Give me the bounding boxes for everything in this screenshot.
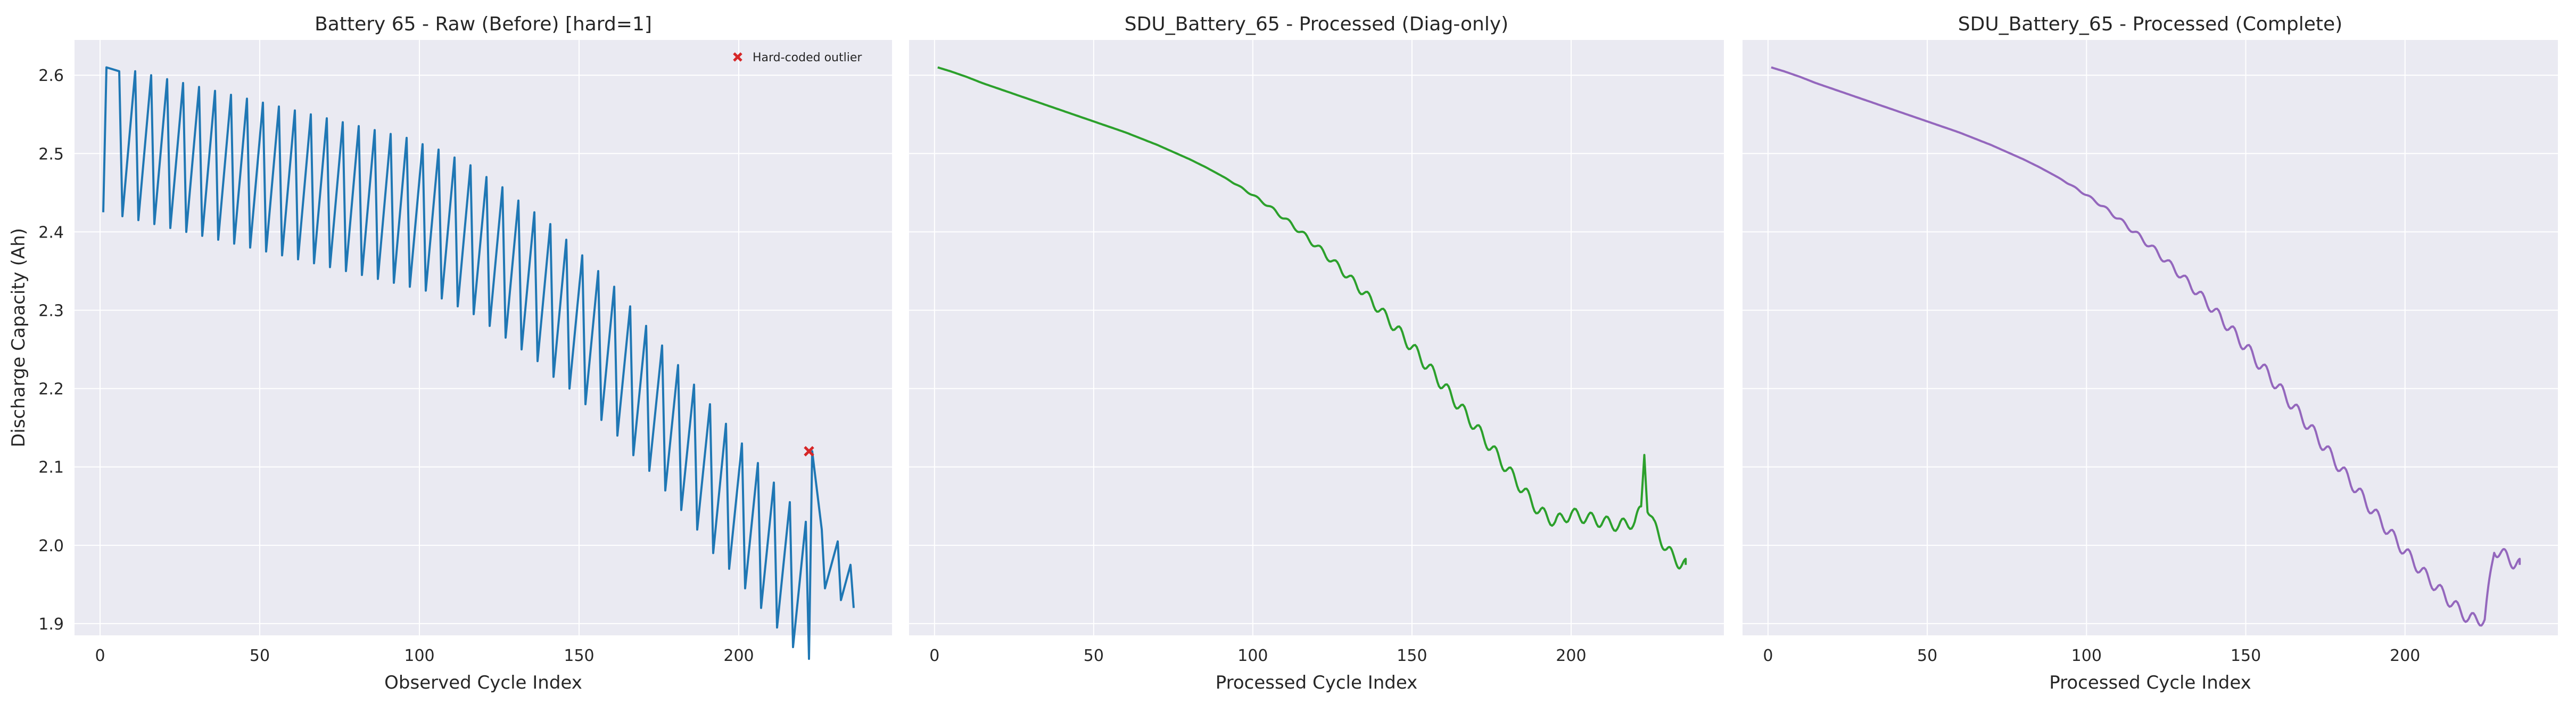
x-axis-label: Observed Cycle Index [384,672,582,693]
subplot-raw-before: 0 50 100 150 200 1.9 2.0 2.1 2.2 2.3 2.4 2.5 2.6 Hard… [8,13,892,693]
subplot-title: Battery 65 - Raw (Before) [hard=1] [315,13,652,35]
outlier-marker [804,446,814,457]
y-tick-label: 2.4 [38,223,64,242]
x-tick-label: 200 [2390,647,2420,665]
x-tick-label: 0 [1763,647,1773,665]
subplot-title: SDU_Battery_65 - Processed (Complete) [1958,13,2342,35]
x-axis-label: Processed Cycle Index [1216,672,1418,693]
x-tick-label: 150 [1397,647,1427,665]
series-line [937,66,1687,570]
subplot-processed-diag-only: 0 50 100 150 200 SDU_Battery_65 - Processed (… [909,13,1724,693]
y-tick-label: 2.0 [38,537,64,555]
y-axis-label: Discharge Capacity (Ah) [8,228,29,447]
x-tick-label: 150 [2231,647,2261,665]
x-tick-label: 100 [404,647,434,665]
y-tick-label: 2.1 [38,459,64,477]
series-line [1771,66,2521,627]
gridlines [909,40,1724,635]
legend-label: Hard-coded outlier [753,51,862,64]
x-tick-label: 0 [95,647,105,665]
y-tick-label: 2.5 [38,145,64,164]
y-tick-label: 2.6 [38,67,64,85]
x-tick-label: 150 [564,647,594,665]
subplot-title: SDU_Battery_65 - Processed (Diag-only) [1125,13,1508,35]
plot-area [75,40,892,635]
x-tick-label: 50 [1084,647,1104,665]
x-axis-label: Processed Cycle Index [2049,672,2251,693]
outlier-marker-stroke [804,446,814,457]
x-tick-label: 200 [1556,647,1586,665]
x-tick-label: 100 [2071,647,2102,665]
x-tick-label: 50 [1917,647,1937,665]
x-tick-label: 50 [250,647,270,665]
gridlines [75,40,892,635]
y-tick-label: 2.3 [38,302,64,321]
x-tick-label: 200 [723,647,754,665]
series-line [102,66,855,660]
gridlines [1743,40,2558,635]
y-tick-label: 1.9 [38,615,64,634]
x-tick-label: 0 [929,647,939,665]
legend-marker [733,52,742,62]
x-tick-label: 100 [1237,647,1268,665]
y-tick-label: 2.2 [38,380,64,399]
subplot-processed-complete: 0 50 100 150 200 SDU_Battery_65 - Processed (… [1743,13,2558,693]
legend-marker-stroke [733,52,742,62]
plot-area [909,40,1724,635]
plot-area [1743,40,2558,635]
